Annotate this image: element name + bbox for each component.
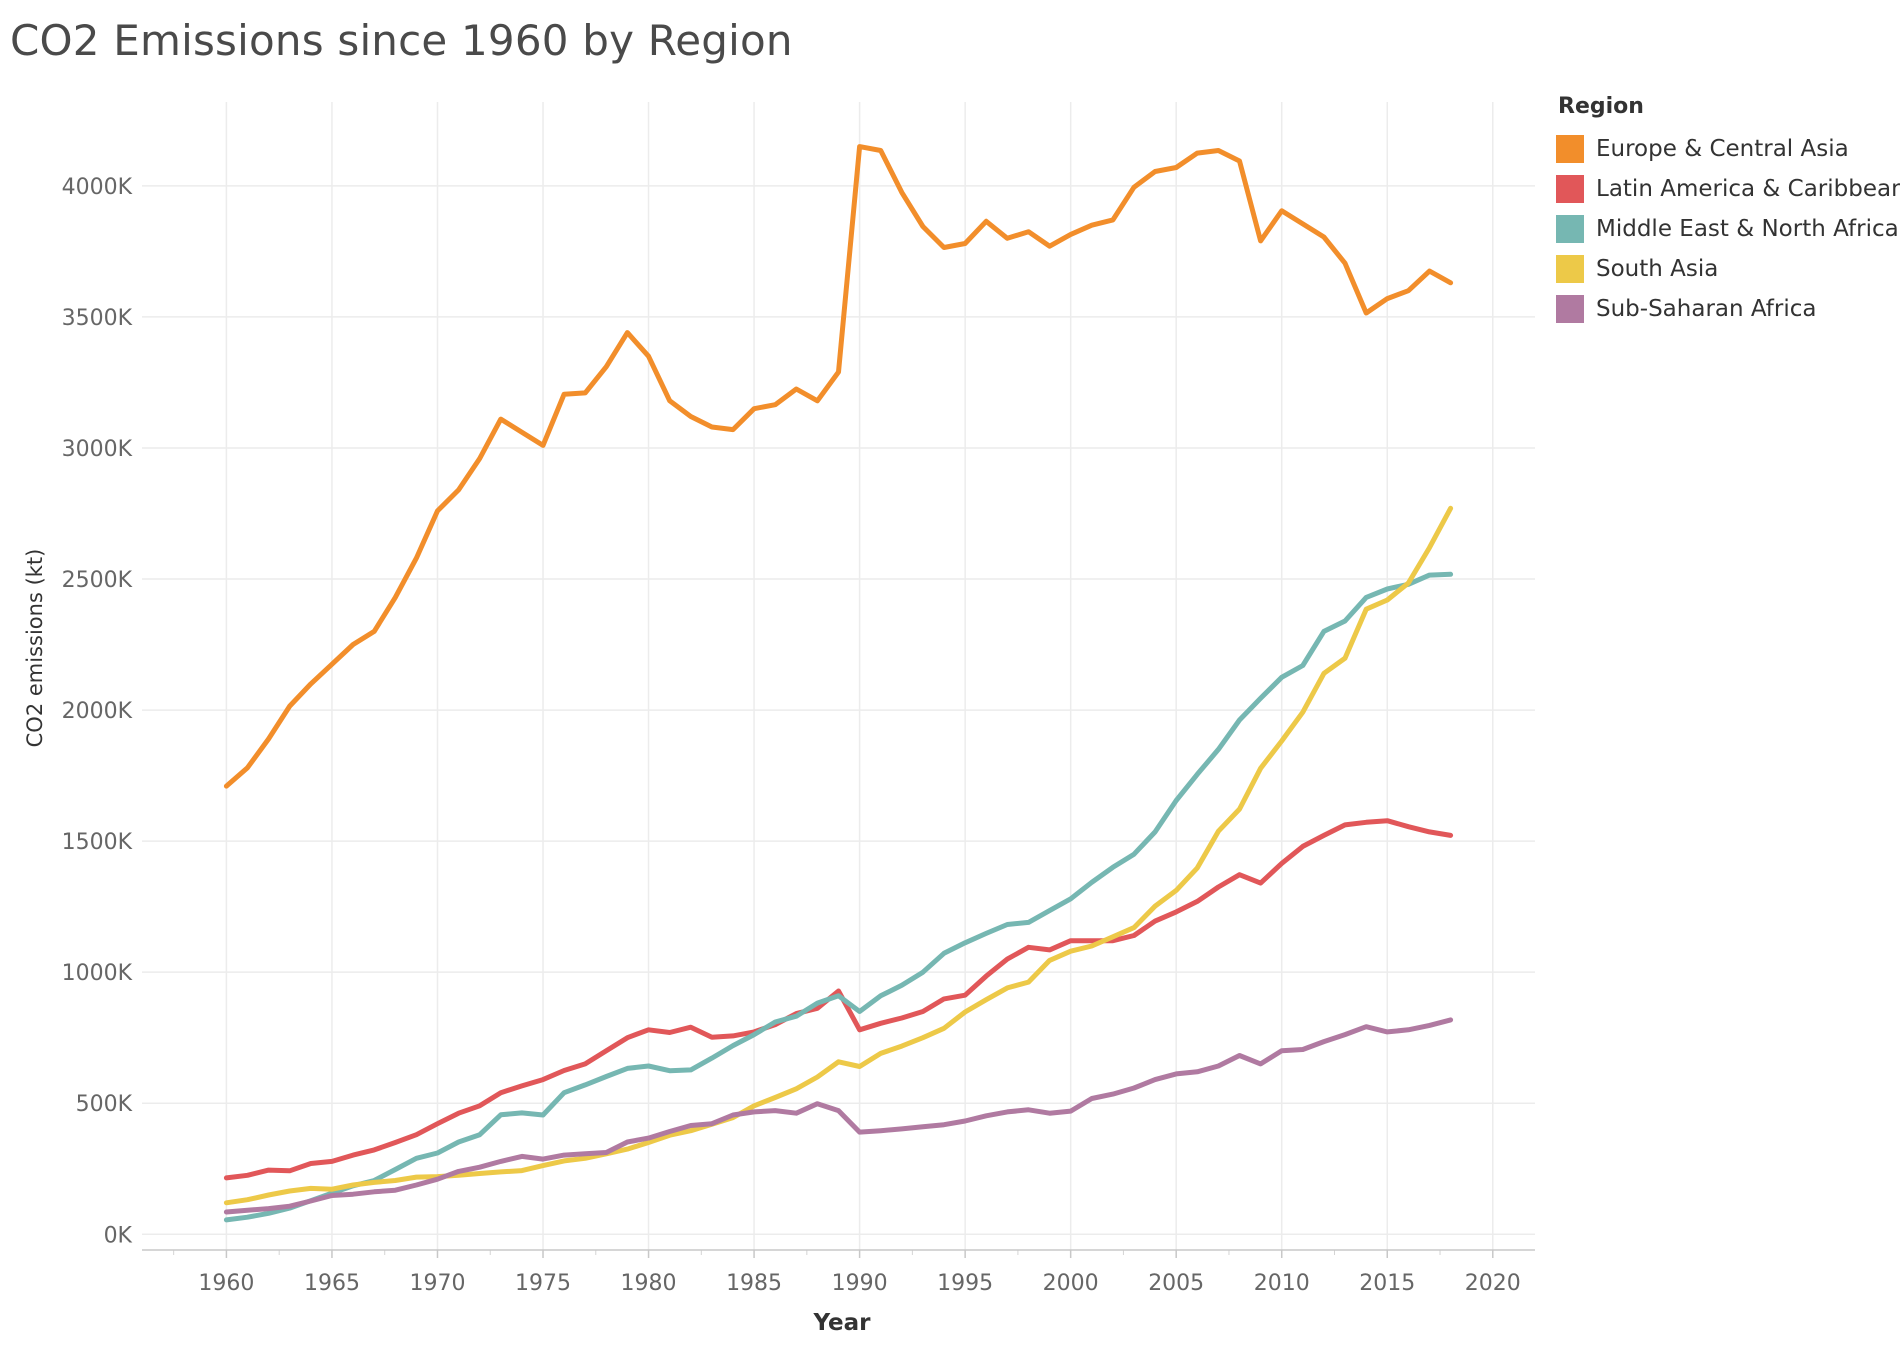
y-tick-label: 0K [104,1223,133,1248]
legend-item[interactable]: Middle East & North Africa [1556,209,1900,249]
series-line-sub-saharan-africa[interactable] [223,1017,1454,1215]
x-tick-label: 1985 [726,1271,782,1296]
legend-label: Latin America & Caribbean [1596,176,1900,202]
legend-swatch [1556,215,1584,243]
legend-swatch [1556,255,1584,283]
series-line-south-asia[interactable] [223,505,1454,1206]
y-tick-label: 1000K [62,961,133,986]
y-tick-label: 1500K [62,830,133,855]
chart-title: CO2 Emissions since 1960 by Region [10,16,793,65]
series-line-europe-central-asia[interactable] [223,144,1454,789]
y-tick-label: 2000K [62,699,133,724]
y-tick-label: 3000K [62,437,133,462]
x-tick-label: 1965 [304,1271,360,1296]
x-tick-label: 2015 [1359,1271,1415,1296]
x-tick-label: 2005 [1148,1271,1204,1296]
x-tick-label: 2010 [1254,1271,1310,1296]
series-line-middle-east-north-africa[interactable] [223,571,1454,1223]
x-tick-label: 1980 [621,1271,677,1296]
y-tick-label: 3500K [62,306,133,331]
series-line-latin-america-caribbean[interactable] [223,818,1454,1181]
y-axis-label: CO2 emissions (kt) [23,549,47,748]
x-axis-label: Year [812,1310,871,1336]
legend-swatch [1556,175,1584,203]
x-tick-label: 1975 [515,1271,571,1296]
x-tick-label: 1960 [198,1271,254,1296]
x-tick-label: 1970 [409,1271,465,1296]
grid-lines [142,102,1535,1250]
axes: 1960 1965 1970 1975 1980 1985 1990 1995 2000 2005… [62,175,1535,1296]
legend-swatch [1556,135,1584,163]
legend-label: Europe & Central Asia [1596,136,1849,162]
series-lines [223,144,1454,1223]
x-tick-label: 1990 [832,1271,888,1296]
legend-label: Middle East & North Africa [1596,216,1899,242]
legend-label: South Asia [1596,256,1719,282]
legend-item[interactable]: Latin America & Caribbean [1556,169,1900,209]
legend-items: Europe & Central Asia Latin America & Car… [1556,129,1900,329]
x-tick-label: 1995 [937,1271,993,1296]
y-tick-label: 2500K [62,568,133,593]
legend: Region Europe & Central Asia Latin Americ… [1556,94,1900,329]
y-tick-label: 4000K [62,175,133,200]
y-tick-label: 500K [76,1092,133,1117]
legend-item[interactable]: Europe & Central Asia [1556,129,1900,169]
x-tick-label: 2020 [1465,1271,1521,1296]
legend-title: Region [1558,94,1644,119]
legend-item[interactable]: South Asia [1556,249,1900,289]
legend-label: Sub-Saharan Africa [1596,296,1817,322]
legend-item[interactable]: Sub-Saharan Africa [1556,289,1900,329]
legend-swatch [1556,295,1584,323]
x-tick-label: 2000 [1043,1271,1099,1296]
